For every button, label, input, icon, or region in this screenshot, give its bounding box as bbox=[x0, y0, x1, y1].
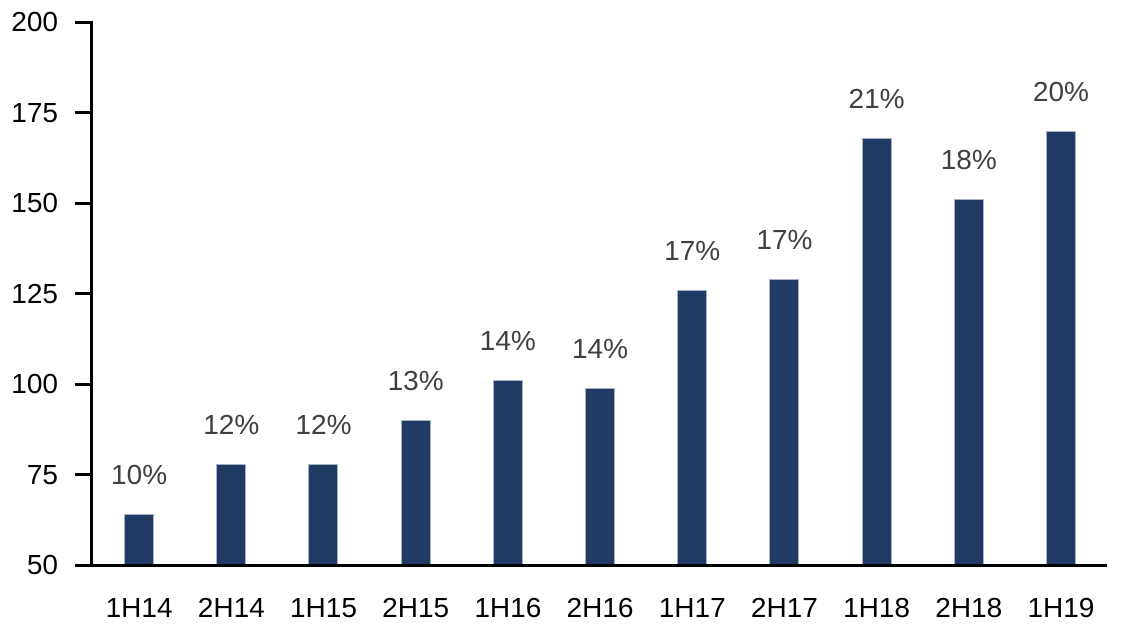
x-axis bbox=[90, 564, 1107, 567]
bar-value-label: 20% bbox=[1032, 75, 1089, 107]
bar bbox=[769, 279, 800, 566]
y-axis-tick-label: 50 bbox=[26, 549, 58, 580]
x-axis-category-label: 2H14 bbox=[197, 592, 265, 623]
y-axis-tick bbox=[75, 563, 90, 567]
y-axis-tick-label: 75 bbox=[26, 458, 58, 490]
bar bbox=[308, 463, 339, 566]
bar bbox=[861, 137, 892, 566]
bar-value-label: 21% bbox=[848, 82, 905, 114]
x-axis-category-label: 1H18 bbox=[843, 592, 910, 623]
bar bbox=[124, 514, 155, 566]
y-axis-tick bbox=[75, 20, 90, 24]
y-axis-tick bbox=[75, 201, 90, 205]
bar bbox=[677, 289, 708, 566]
y-axis-tick-label: 175 bbox=[11, 96, 58, 128]
bar-value-label: 17% bbox=[756, 224, 813, 256]
bar bbox=[1045, 130, 1076, 566]
y-axis-tick bbox=[75, 292, 90, 295]
y-axis-tick-label: 150 bbox=[11, 187, 58, 218]
y-axis bbox=[90, 21, 93, 567]
bar-value-label: 18% bbox=[940, 144, 997, 176]
y-axis-tick-label: 125 bbox=[11, 277, 58, 309]
bar bbox=[953, 199, 984, 566]
x-axis-category-label: 1H14 bbox=[105, 592, 173, 623]
bar-value-label: 10% bbox=[111, 459, 168, 491]
bar-value-label: 14% bbox=[479, 325, 536, 357]
x-axis-category-label: 2H16 bbox=[566, 592, 634, 623]
x-axis-category-label: 1H19 bbox=[1027, 592, 1095, 623]
bar-value-label: 17% bbox=[664, 234, 721, 266]
bar-value-label: 12% bbox=[203, 408, 260, 440]
y-axis-tick bbox=[75, 473, 90, 476]
bar bbox=[400, 420, 431, 566]
y-axis-tick-label: 100 bbox=[11, 368, 58, 399]
y-axis-tick-label: 200 bbox=[11, 6, 58, 37]
x-axis-category-label: 1H16 bbox=[474, 592, 542, 623]
x-axis-category-label: 1H17 bbox=[658, 592, 726, 623]
x-axis-category-label: 1H15 bbox=[289, 592, 357, 623]
bar bbox=[216, 463, 247, 566]
x-axis-category-label: 2H15 bbox=[382, 592, 450, 623]
bar bbox=[585, 387, 615, 566]
y-axis-tick bbox=[75, 111, 90, 114]
bar-value-label: 14% bbox=[571, 332, 629, 364]
x-axis-category-label: 2H18 bbox=[935, 592, 1003, 623]
y-axis-tick bbox=[75, 382, 90, 386]
bar-value-label: 12% bbox=[295, 408, 352, 440]
bar-value-label: 13% bbox=[387, 365, 444, 397]
x-axis-category-label: 2H17 bbox=[750, 592, 818, 623]
bar bbox=[492, 380, 523, 566]
